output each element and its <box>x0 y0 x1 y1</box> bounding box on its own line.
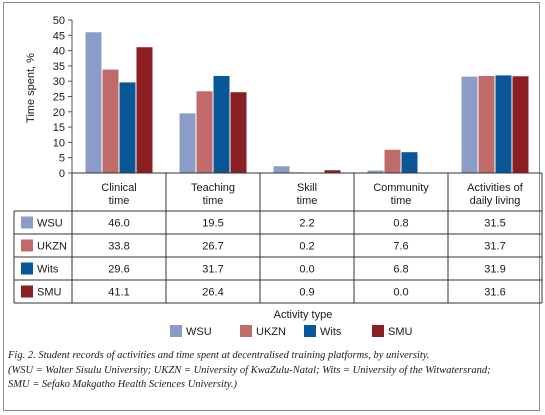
legend-swatch-wsu <box>170 325 182 337</box>
table-cell-value: 0.9 <box>299 287 314 299</box>
category-label: time <box>109 195 130 207</box>
table-cell-value: 31.7 <box>202 264 223 276</box>
bar-ukzn <box>478 75 495 173</box>
bar-wsu <box>367 170 384 173</box>
table-cell-value: 31.9 <box>484 264 505 276</box>
row-swatch-wsu <box>21 216 33 229</box>
legend-swatch-ukzn <box>240 325 252 337</box>
table-cell-value: 2.2 <box>299 218 314 230</box>
x-axis-title: Activity type <box>274 309 333 321</box>
bars <box>85 32 529 173</box>
legend-label: UKZN <box>256 326 286 338</box>
legend-label: Wits <box>320 326 342 338</box>
legend-swatch-smu <box>372 325 384 337</box>
table-cell-value: 26.7 <box>202 241 223 253</box>
table-cell-value: 6.8 <box>393 264 408 276</box>
caption-line: (WSU = Walter Sisulu University; UKZN = … <box>8 364 491 376</box>
data-table: ClinicaltimeTeachingtimeSkilltimeCommuni… <box>13 172 543 304</box>
caption-line: SMU = Sefako Makgatho Health Sciences Un… <box>8 379 237 390</box>
table-cell-value: 46.0 <box>108 218 129 230</box>
bar-ukzn <box>196 91 213 173</box>
y-tick-label: 30 <box>53 76 65 88</box>
legend-swatch-wits <box>304 325 316 337</box>
category-label: time <box>297 195 318 207</box>
y-axis-title: Time spent, % <box>25 53 37 123</box>
table-cell-value: 7.6 <box>393 241 408 253</box>
table-cell-value: 33.8 <box>108 241 129 253</box>
category-label: Activities of <box>467 182 524 194</box>
y-tick-label: 50 <box>53 15 65 27</box>
row-swatch-wits <box>21 262 33 275</box>
y-tick-label: 15 <box>53 122 65 134</box>
y-tick-label: 20 <box>53 107 65 119</box>
row-label: WSU <box>37 218 63 230</box>
y-tick-label: 5 <box>59 153 65 165</box>
bar-smu <box>512 76 529 173</box>
bar-wits <box>119 82 136 173</box>
table-cell-value: 0.8 <box>393 218 408 230</box>
table-cell-value: 31.5 <box>484 218 505 230</box>
category-label: daily living <box>470 195 521 207</box>
table-cell-value: 0.0 <box>393 287 408 299</box>
table-cell-value: 0.2 <box>299 241 314 253</box>
row-label: SMU <box>37 287 62 299</box>
table-cell-value: 0.0 <box>299 264 314 276</box>
row-swatch-ukzn <box>21 239 33 252</box>
category-label: Community <box>373 182 429 194</box>
bar-ukzn <box>384 149 401 173</box>
table-cell-value: 31.7 <box>484 241 505 253</box>
table-cell-value: 41.1 <box>108 287 129 299</box>
category-label: time <box>203 195 224 207</box>
y-tick-label: 10 <box>53 137 65 149</box>
caption-line: Fig. 2. Student records of activities an… <box>8 350 430 361</box>
y-tick-label: 35 <box>53 61 65 73</box>
bar-smu <box>324 170 341 173</box>
y-tick-label: 25 <box>53 92 65 104</box>
row-swatch-smu <box>21 285 33 298</box>
legend-label: WSU <box>186 326 212 338</box>
row-label: UKZN <box>37 241 67 253</box>
category-label: time <box>391 195 412 207</box>
table-cell-value: 31.6 <box>484 287 505 299</box>
table-cell-value: 19.5 <box>202 218 223 230</box>
bar-wits <box>401 152 418 173</box>
category-label: Skill <box>297 182 317 194</box>
category-label: Teaching <box>191 182 235 194</box>
bar-ukzn <box>102 69 119 173</box>
row-label: Wits <box>37 264 59 276</box>
bar-wits <box>495 75 512 173</box>
table-cell-value: 26.4 <box>202 287 223 299</box>
legend-label: SMU <box>388 326 413 338</box>
category-label: Clinical <box>101 182 136 194</box>
bar-smu <box>230 92 247 173</box>
table-cell-value: 29.6 <box>108 264 129 276</box>
bar-wsu <box>179 113 196 173</box>
figure-caption: Fig. 2. Student records of activities an… <box>8 349 532 393</box>
bar-wsu <box>461 76 478 173</box>
y-tick-label: 0 <box>59 168 65 180</box>
bar-wits <box>213 75 230 173</box>
legend: WSU UKZN Wits SMU <box>170 325 413 338</box>
y-tick-label: 40 <box>53 46 65 58</box>
y-tick-label: 45 <box>53 30 65 42</box>
y-axis: 0 5 10 15 20 25 30 35 40 45 50 <box>53 15 73 180</box>
bar-smu <box>136 47 153 173</box>
bar-wsu <box>273 166 290 173</box>
bar-wsu <box>85 32 102 173</box>
